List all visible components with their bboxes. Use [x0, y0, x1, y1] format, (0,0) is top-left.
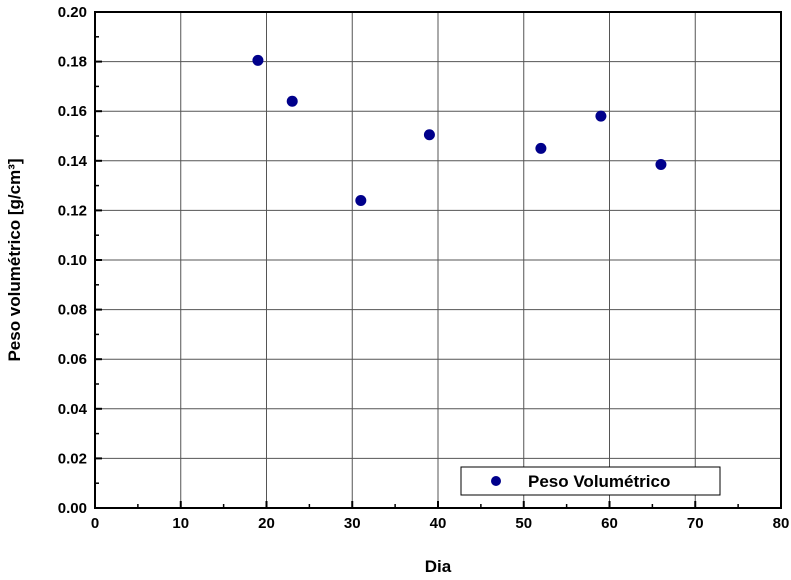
y-tick-label: 0.20 — [58, 4, 87, 21]
y-tick-label: 0.16 — [58, 103, 87, 120]
data-point — [286, 95, 298, 107]
axis-ticks — [94, 11, 782, 509]
y-tick-label: 0.02 — [58, 450, 87, 467]
legend: Peso Volumétrico — [460, 466, 721, 496]
tick-labels: 0 10 20 30 40 50 60 70 80 0.00 0.02 0.04 0.06 0.08 0.1… — [58, 4, 790, 532]
y-tick-label: 0.04 — [58, 401, 88, 418]
x-tick-label: 60 — [601, 515, 618, 532]
data-point — [423, 129, 435, 141]
x-tick-label: 0 — [91, 515, 99, 532]
data-point — [655, 159, 667, 171]
y-tick-label: 0.06 — [58, 351, 87, 368]
x-tick-label: 20 — [258, 515, 275, 532]
y-tick-label: 0.18 — [58, 54, 87, 71]
data-point — [252, 54, 264, 66]
x-tick-label: 10 — [172, 515, 189, 532]
data-point — [535, 142, 547, 154]
x-axis-title: Dia — [425, 557, 452, 576]
grid — [95, 12, 781, 508]
y-tick-label: 0.00 — [58, 500, 87, 517]
x-tick-label: 40 — [430, 515, 447, 532]
y-tick-label: 0.10 — [58, 252, 87, 269]
y-tick-label: 0.08 — [58, 302, 87, 319]
legend-label: Peso Volumétrico — [528, 472, 670, 491]
plot-frame — [94, 11, 782, 509]
data-points — [252, 54, 667, 206]
legend-box — [460, 466, 721, 496]
y-tick-label: 0.12 — [58, 202, 87, 219]
y-axis-title: Peso volumétrico [g/cm³] — [5, 158, 24, 361]
x-tick-label: 80 — [773, 515, 790, 532]
data-point — [355, 194, 367, 206]
y-tick-label: 0.14 — [58, 153, 88, 170]
x-tick-label: 30 — [344, 515, 361, 532]
x-tick-label: 70 — [687, 515, 704, 532]
legend-marker — [491, 476, 501, 486]
x-tick-label: 50 — [515, 515, 532, 532]
data-point — [595, 110, 607, 122]
